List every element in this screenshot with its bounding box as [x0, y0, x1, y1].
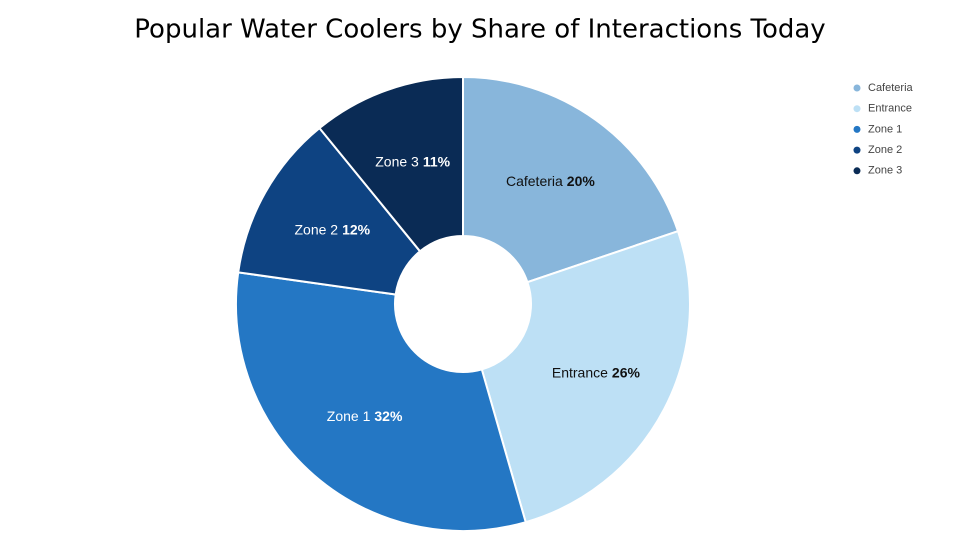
- slice-value: 26%: [612, 364, 641, 380]
- legend-swatch: [853, 125, 861, 133]
- slice-label: Entrance 26%: [552, 364, 641, 380]
- slice-label: Cafeteria 20%: [506, 173, 595, 189]
- legend-swatch: [853, 84, 861, 92]
- legend-label: Zone 3: [868, 165, 902, 177]
- legend-swatch: [853, 146, 861, 154]
- slice-category: Entrance: [552, 364, 608, 380]
- donut-slice: [237, 126, 422, 296]
- slice-label: Zone 2 12%: [295, 221, 371, 237]
- slice-category: Cafeteria: [506, 173, 563, 189]
- legend-swatch: [853, 167, 861, 175]
- legend-label: Zone 2: [868, 144, 902, 156]
- slice-category: Zone 2: [295, 221, 339, 237]
- slice-label: Zone 3 11%: [375, 153, 450, 169]
- slice-value: 11%: [423, 153, 451, 169]
- slice-category: Zone 1: [327, 408, 371, 424]
- slice-value: 32%: [374, 408, 403, 424]
- legend-label: Entrance: [868, 103, 912, 115]
- slice-category: Zone 3: [375, 153, 419, 169]
- legend-swatch: [853, 105, 861, 113]
- slice-label: Zone 1 32%: [327, 408, 403, 424]
- donut-slice: [318, 75, 464, 253]
- legend-label: Zone 1: [868, 123, 902, 135]
- chart-title: Popular Water Coolers by Share of Intera…: [134, 15, 825, 45]
- donut-slice: [480, 229, 691, 524]
- slice-value: 12%: [342, 221, 371, 237]
- legend-label: Cafeteria: [868, 82, 914, 94]
- slice-value: 20%: [567, 173, 596, 189]
- donut-slice: [235, 271, 527, 532]
- donut-slice: [462, 75, 680, 284]
